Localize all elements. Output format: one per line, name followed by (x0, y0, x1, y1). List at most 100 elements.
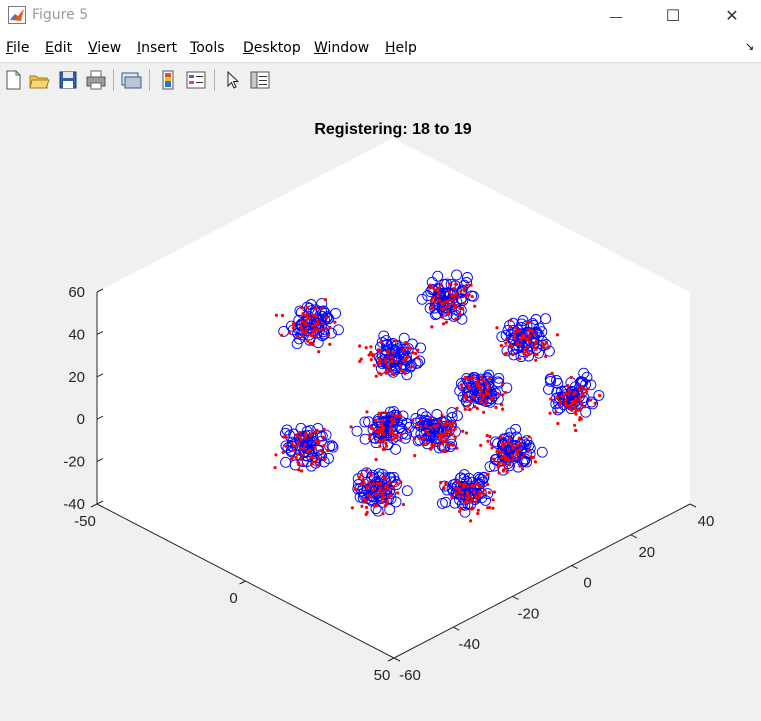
blue-point (552, 404, 564, 416)
menu-tools[interactable]: Tools (190, 40, 225, 56)
blue-point (486, 393, 498, 405)
blue-point (493, 372, 505, 384)
blue-point (401, 485, 413, 497)
red-point (518, 441, 523, 445)
blue-point (593, 389, 605, 401)
menu-window[interactable]: Window (314, 40, 370, 56)
red-point (515, 341, 520, 346)
new-figure-icon[interactable] (2, 69, 24, 91)
blue-point (530, 326, 541, 338)
close-button[interactable]: ✕ (709, 0, 755, 32)
red-point (503, 455, 508, 459)
red-point (308, 317, 312, 321)
red-point (588, 398, 593, 402)
y-tick-label: 40 (698, 513, 715, 530)
red-point (367, 480, 371, 484)
minimize-button[interactable]: — (593, 0, 639, 32)
red-point (451, 302, 455, 306)
red-point (383, 477, 387, 481)
red-point (299, 469, 304, 473)
blue-point (280, 456, 292, 468)
blue-point (533, 322, 545, 334)
red-point (489, 442, 493, 446)
red-point (376, 427, 381, 431)
red-point (316, 463, 320, 467)
red-point (428, 283, 432, 287)
red-point (320, 327, 324, 331)
minimize-icon: — (609, 8, 623, 24)
red-point (353, 487, 357, 491)
red-point (463, 375, 467, 379)
menu-desktop[interactable]: Desktop (243, 40, 301, 56)
red-point (328, 325, 332, 329)
save-icon[interactable] (57, 69, 79, 91)
blue-point (332, 324, 344, 336)
blue-point (361, 467, 373, 479)
blue-point (501, 345, 513, 357)
red-point (378, 349, 382, 353)
blue-point (462, 386, 473, 398)
scatter3-axes[interactable]: -50 0 50 -60 -40 -20 0 20 40 -40 -20 0 20 40 60 (0, 97, 761, 721)
dock-arrow-icon[interactable]: ↘ (745, 41, 755, 53)
red-point (375, 481, 380, 486)
red-point (567, 404, 571, 408)
insert-legend-icon[interactable] (185, 69, 207, 91)
blue-point (451, 269, 463, 281)
menu-insert[interactable]: Insert (137, 40, 178, 56)
print-icon[interactable] (85, 69, 107, 91)
red-point (461, 429, 465, 433)
edit-plot-pointer-icon[interactable] (222, 69, 244, 91)
link-plot-icon[interactable] (120, 69, 142, 91)
red-point (389, 417, 393, 421)
red-point (364, 346, 368, 350)
red-point (528, 333, 532, 338)
red-point (515, 456, 519, 460)
red-point (525, 349, 529, 353)
red-point (454, 292, 459, 296)
menu-file[interactable]: File (6, 40, 30, 56)
red-point (449, 294, 453, 298)
open-file-icon[interactable] (28, 69, 50, 91)
insert-colorbar-icon[interactable] (157, 69, 179, 91)
title-bar: Figure 5 — ☐ ✕ (0, 0, 761, 32)
red-point (460, 307, 465, 311)
red-point (443, 449, 447, 453)
red-point (381, 495, 385, 499)
red-point (477, 494, 481, 498)
red-point (501, 407, 505, 411)
blue-point (536, 446, 548, 458)
red-point (469, 519, 473, 523)
red-point (380, 500, 384, 504)
y-tick-mark (512, 595, 519, 600)
menu-help[interactable]: Help (385, 40, 417, 56)
red-point (550, 371, 554, 375)
blue-point (433, 432, 445, 444)
red-point (517, 436, 521, 440)
close-icon: ✕ (725, 8, 739, 25)
menu-view[interactable]: View (88, 40, 122, 56)
property-inspector-icon[interactable] (249, 69, 271, 91)
red-point (373, 418, 377, 422)
red-point (484, 390, 488, 394)
red-point (511, 444, 515, 448)
blue-point (507, 317, 519, 329)
blue-point (436, 497, 448, 509)
red-point (429, 426, 433, 430)
red-point (470, 295, 474, 299)
red-point (578, 395, 582, 399)
red-point (459, 289, 463, 293)
red-point (509, 318, 513, 322)
red-point (542, 343, 546, 347)
red-point (273, 466, 277, 470)
red-point (395, 481, 399, 485)
red-point (474, 381, 478, 385)
maximize-button[interactable]: ☐ (650, 0, 696, 32)
red-point (293, 444, 297, 448)
red-point (473, 405, 477, 409)
red-point (367, 353, 371, 357)
red-point (534, 347, 538, 351)
red-point (390, 428, 394, 432)
blue-point (384, 488, 396, 500)
y-tick-label: -40 (458, 636, 480, 653)
menu-edit[interactable]: Edit (45, 40, 73, 56)
